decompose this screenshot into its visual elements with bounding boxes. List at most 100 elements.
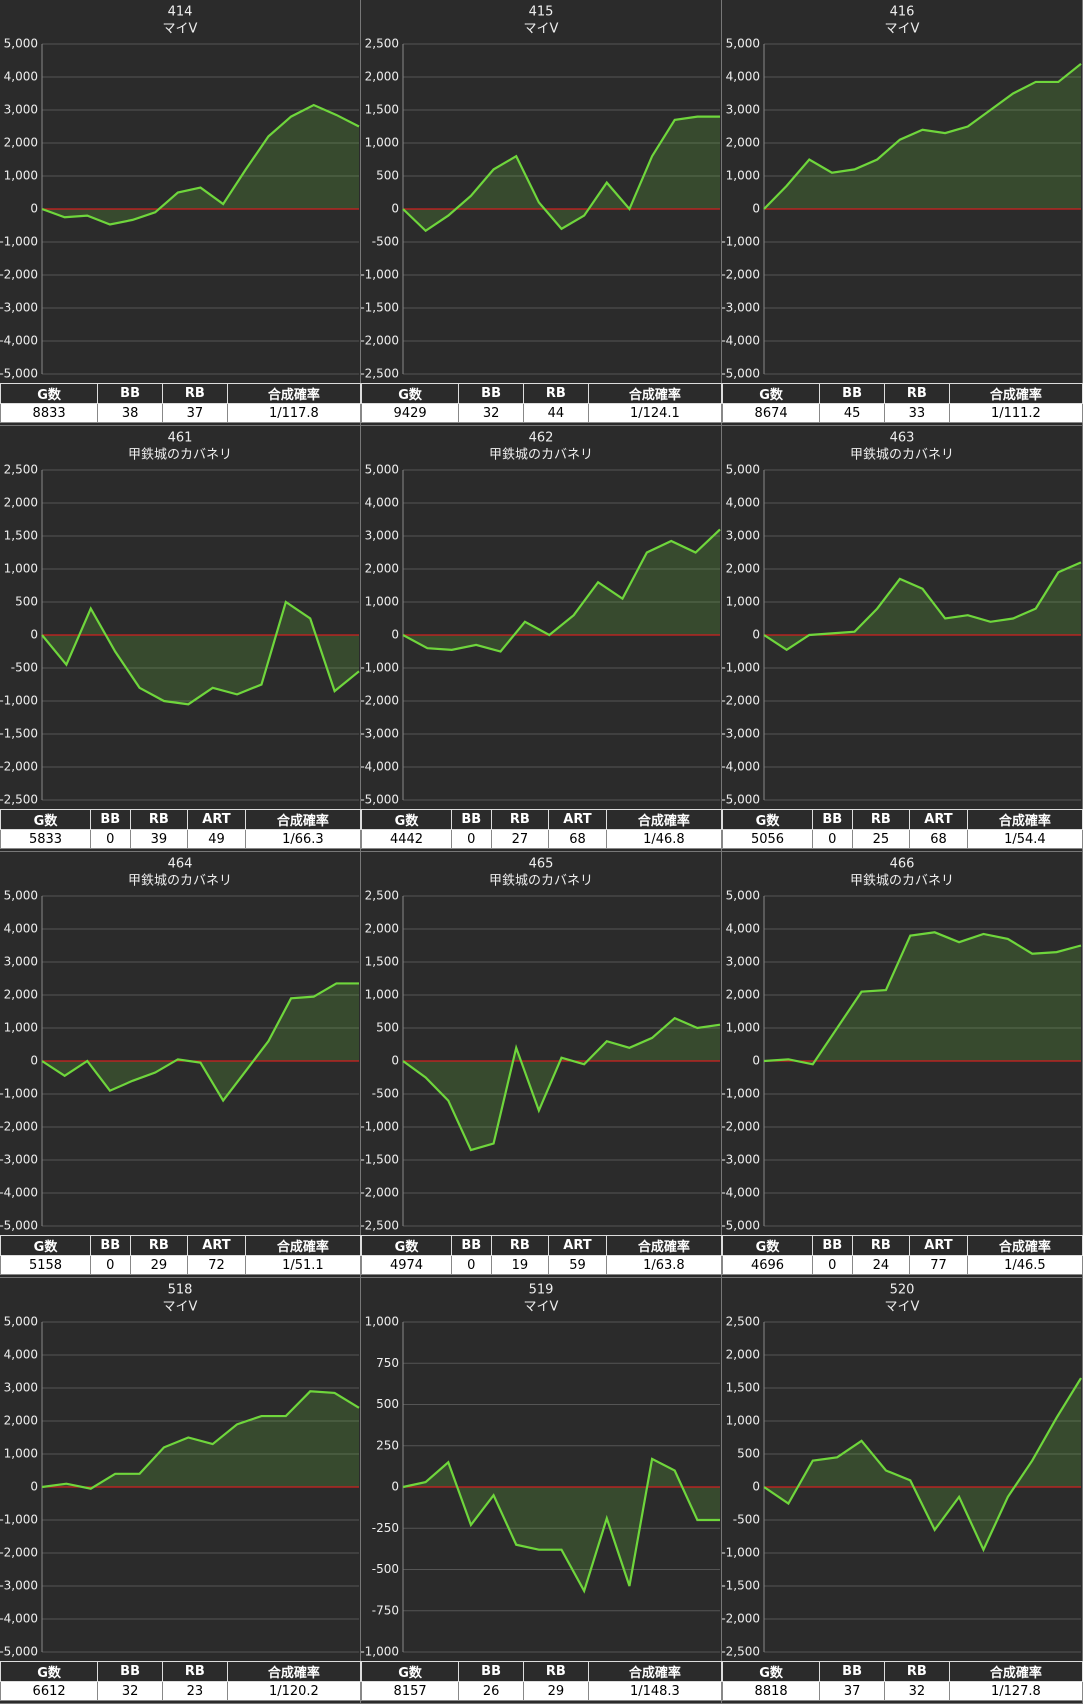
- data-cell: 5833: [0, 829, 91, 849]
- header-row: G数 BB RB 合成確率: [0, 1661, 362, 1682]
- header-cell: BB: [90, 1235, 131, 1256]
- y-tick-label: -2,500: [0, 793, 38, 807]
- data-cell: 0: [451, 829, 492, 849]
- header-cell: ART: [548, 809, 607, 830]
- data-cell: 0: [90, 1255, 131, 1275]
- y-tick-label: 2,500: [365, 37, 399, 51]
- header-cell: 合成確率: [587, 383, 723, 404]
- chart-title: 461: [168, 431, 193, 446]
- y-tick-label: 1,000: [726, 1414, 760, 1428]
- line: [763, 1377, 1082, 1553]
- header-cell: RB: [490, 809, 550, 830]
- data-cell: 1/54.4: [966, 829, 1083, 849]
- chart-panel: 465 甲鉄城のカバネリ -2,500 -2,000 -1,500 -1,000 -500 0…: [360, 852, 723, 1278]
- header-cell: G数: [0, 1661, 99, 1682]
- y-tick-label: 2,000: [4, 136, 38, 150]
- y-tick-label: 2,000: [4, 988, 38, 1002]
- header-cell: RB: [522, 383, 589, 404]
- y-tick-label: -4,000: [722, 334, 760, 348]
- y-tick-label: 2,500: [726, 1315, 760, 1329]
- area: [403, 1018, 720, 1151]
- chart-panel: 461 甲鉄城のカバネリ -2,500 -2,000 -1,500 -1,000 -500 0…: [0, 426, 362, 852]
- chart-subtitle: マイV: [524, 22, 559, 37]
- y-tick-label: -2,000: [722, 1612, 760, 1626]
- chart-panel: 463 甲鉄城のカバネリ -5,000 -4,000 -3,000 -2,000 -1,00…: [721, 426, 1083, 852]
- y-tick-label: 500: [376, 1021, 399, 1035]
- data-cell: 29: [129, 1255, 189, 1275]
- chart-subtitle: 甲鉄城のカバネリ: [850, 874, 954, 889]
- y-tick-label: -1,000: [361, 661, 399, 675]
- header-cell: BB: [451, 809, 492, 830]
- header-row: G数 BB RB 合成確率: [0, 383, 362, 404]
- y-tick-label: 5,000: [4, 889, 38, 903]
- header-cell: RB: [129, 1235, 189, 1256]
- line: [41, 600, 360, 706]
- y-tick-label: 4,000: [4, 1348, 38, 1362]
- chart-panel: 416 マイV -5,000 -4,000 -3,000 -2,000 -1,000 0 1,0…: [721, 0, 1083, 426]
- y-tick-label: -4,000: [0, 1186, 38, 1200]
- y-tick-label: 0: [391, 1480, 399, 1494]
- chart-title: 518: [168, 1283, 193, 1298]
- y-tick-label: 3,000: [726, 103, 760, 117]
- data-cell: 8674: [721, 403, 821, 423]
- header-row: G数 BB RB 合成確率: [721, 1661, 1083, 1682]
- data-cell: 33: [883, 403, 950, 423]
- stats-table: G数 BB RB ART 合成確率 4696 0 24 77 1/46.5: [722, 1235, 1083, 1275]
- data-cell: 49: [187, 829, 246, 849]
- y-tick-label: -2,000: [0, 1120, 38, 1134]
- y-tick-label: -250: [372, 1521, 399, 1535]
- data-row: 8674 45 33 1/111.2: [721, 403, 1083, 423]
- data-cell: 0: [90, 829, 131, 849]
- chart-panel: 519 マイV -1,000 -750 -500 -250 0 250 500 750 1,000 G…: [360, 1278, 723, 1704]
- area: [764, 1378, 1081, 1550]
- y-tick-label: 2,000: [726, 1348, 760, 1362]
- chart-title: 520: [890, 1283, 915, 1298]
- header-cell: 合成確率: [226, 1661, 362, 1682]
- header-cell: RB: [883, 383, 950, 404]
- data-cell: 27: [490, 829, 550, 849]
- y-tick-label: 5,000: [726, 463, 760, 477]
- chart-title: 519: [529, 1283, 554, 1298]
- header-cell: G数: [721, 383, 821, 404]
- chart-subtitle: マイV: [885, 1300, 920, 1315]
- data-cell: 8833: [0, 403, 99, 423]
- header-cell: G数: [360, 1661, 460, 1682]
- area: [42, 602, 359, 705]
- y-tick-label: -5,000: [361, 793, 399, 807]
- y-tick-label: 5,000: [365, 463, 399, 477]
- header-cell: G数: [361, 809, 452, 830]
- data-row: 4442 0 27 68 1/46.8: [361, 829, 723, 849]
- data-row: 9429 32 44 1/124.1: [360, 403, 723, 423]
- data-cell: 0: [451, 1255, 492, 1275]
- header-row: G数 BB RB ART 合成確率: [0, 809, 362, 830]
- chart-title: 465: [529, 857, 554, 872]
- y-tick-label: -1,000: [0, 1513, 38, 1527]
- chart-subtitle: マイV: [524, 1300, 559, 1315]
- y-tick-label: -4,000: [0, 334, 38, 348]
- y-tick-label: -3,000: [722, 1153, 760, 1167]
- chart-title: 462: [529, 431, 554, 446]
- y-tick-label: 0: [391, 202, 399, 216]
- line: [41, 103, 360, 226]
- data-cell: 59: [548, 1255, 607, 1275]
- y-tick-label: 5,000: [4, 1315, 38, 1329]
- header-row: G数 BB RB 合成確率: [360, 383, 723, 404]
- header-cell: BB: [819, 383, 885, 404]
- chart-subtitle: 甲鉄城のカバネリ: [489, 448, 593, 463]
- y-tick-label: 1,000: [726, 169, 760, 183]
- y-tick-label: -5,000: [0, 1645, 38, 1659]
- area: [403, 116, 720, 231]
- y-tick-label: 4,000: [726, 922, 760, 936]
- y-tick-label: 250: [376, 1438, 399, 1452]
- data-cell: 5056: [722, 829, 813, 849]
- chart-subtitle: 甲鉄城のカバネリ: [489, 874, 593, 889]
- data-cell: 72: [187, 1255, 246, 1275]
- area: [42, 105, 359, 225]
- header-cell: 合成確率: [244, 1235, 362, 1256]
- y-tick-label: -1,500: [361, 301, 399, 315]
- y-tick-label: -500: [11, 661, 38, 675]
- chart-panel: 520 マイV -2,500 -2,000 -1,500 -1,000 -500 0 500 1,…: [721, 1278, 1083, 1704]
- y-tick-label: -1,000: [722, 235, 760, 249]
- data-cell: 44: [522, 403, 589, 423]
